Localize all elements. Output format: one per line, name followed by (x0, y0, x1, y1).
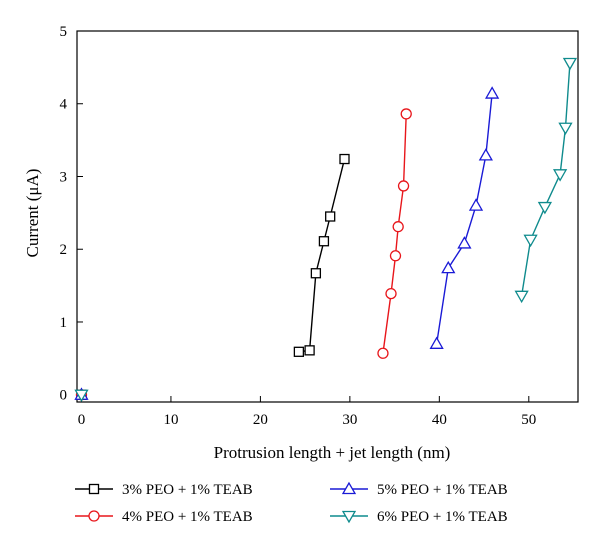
data-point (484, 86, 500, 99)
legend-label: 5% PEO + 1% TEAB (377, 482, 508, 498)
data-point (392, 221, 404, 233)
y-axis-label: Current (μA) (23, 169, 42, 258)
series-layer (74, 57, 578, 403)
x-tick-label: 10 (163, 412, 178, 428)
series-1 (293, 153, 350, 357)
x-tick-label: 40 (432, 412, 447, 428)
legend-label: 4% PEO + 1% TEAB (122, 509, 253, 525)
legend-item: 6% PEO + 1% TEAB (330, 509, 508, 525)
axis-ticks: 0 10 20 30 40 50 0 1 2 3 4 5 (60, 24, 537, 428)
data-point (397, 180, 410, 192)
legend-marker (341, 481, 357, 495)
data-point (339, 153, 350, 165)
plot-frame (76, 30, 579, 403)
series-4 (514, 57, 578, 304)
legend-item: 4% PEO + 1% TEAB (75, 509, 253, 525)
series-line (435, 93, 493, 344)
data-point (377, 347, 389, 359)
legend-item: 5% PEO + 1% TEAB (330, 481, 508, 498)
data-point (468, 198, 484, 211)
y-tick-label: 4 (60, 97, 68, 113)
x-tick-label: 20 (253, 412, 268, 428)
data-point (552, 169, 568, 182)
data-point (318, 236, 330, 247)
data-point (562, 57, 578, 71)
series-line (520, 62, 571, 296)
series-2 (377, 108, 412, 359)
legend-marker (88, 483, 100, 495)
data-point (325, 211, 336, 222)
y-tick-label: 2 (60, 242, 68, 258)
origin-point (74, 387, 89, 403)
data-point (293, 346, 305, 357)
y-tick-label: 0 (60, 388, 68, 404)
data-point (310, 268, 322, 279)
legend-item: 3% PEO + 1% TEAB (75, 482, 253, 498)
legend: 3% PEO + 1% TEAB 4% PEO + 1% TEAB 5% PEO +… (75, 481, 508, 525)
data-point (400, 108, 412, 120)
data-point (385, 287, 397, 300)
data-point (478, 148, 493, 161)
x-tick-label: 30 (342, 412, 357, 428)
series-line (382, 113, 407, 354)
legend-marker (88, 510, 100, 522)
legend-marker (341, 510, 357, 524)
data-point (523, 234, 538, 248)
plot-border (76, 30, 579, 403)
data-point (514, 290, 529, 304)
legend-label: 6% PEO + 1% TEAB (377, 509, 508, 525)
x-axis-label: Protrusion length + jet length (nm) (214, 443, 451, 462)
legend-label: 3% PEO + 1% TEAB (122, 482, 253, 498)
data-point (558, 122, 573, 136)
series-line (298, 158, 346, 353)
data-point (304, 345, 315, 356)
series-3 (429, 86, 500, 349)
data-point (429, 336, 444, 349)
data-point (457, 236, 472, 249)
y-tick-label: 3 (60, 169, 68, 185)
x-tick-label: 50 (521, 412, 536, 428)
y-tick-label: 5 (60, 24, 68, 40)
data-point (389, 250, 402, 262)
x-tick-label: 0 (78, 412, 86, 428)
data-point (537, 201, 553, 215)
y-tick-label: 1 (60, 315, 68, 331)
origin-marker (74, 389, 89, 403)
data-point (441, 260, 456, 274)
